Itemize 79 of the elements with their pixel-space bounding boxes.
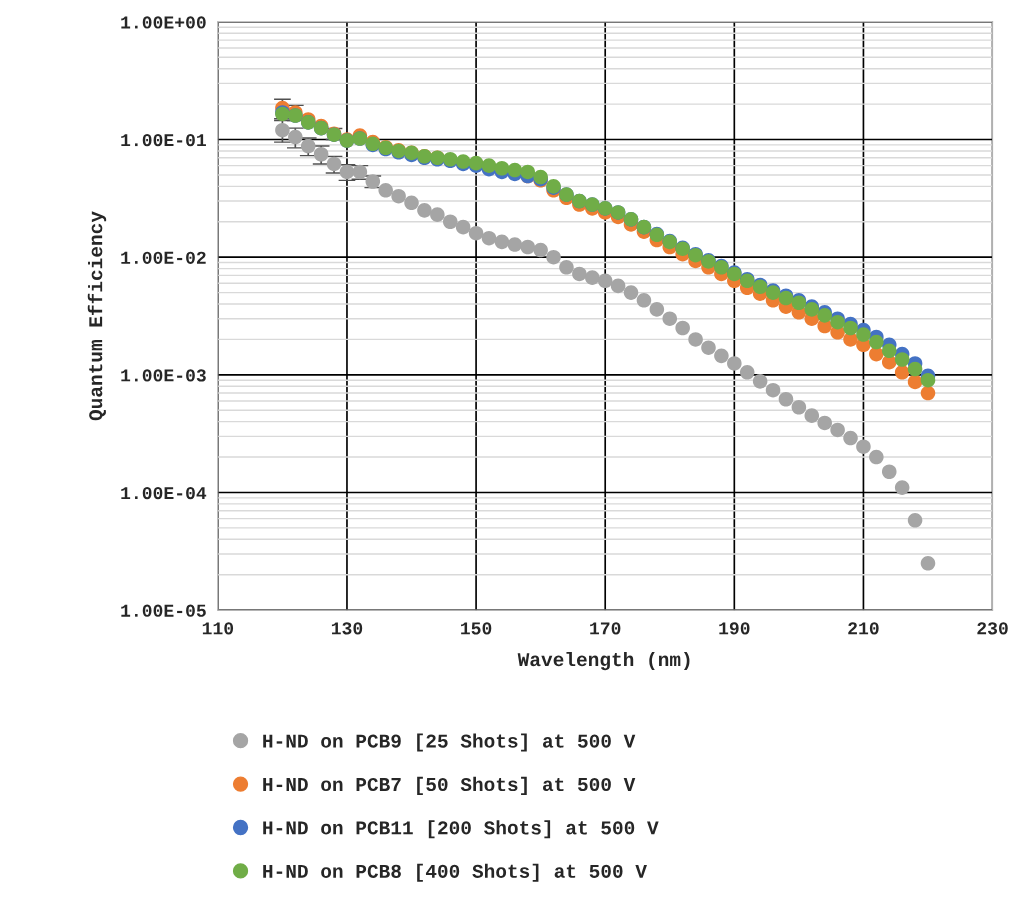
point [481, 230, 497, 246]
point [778, 391, 794, 407]
x-tick-label: 230 [977, 622, 1008, 635]
point [546, 249, 561, 265]
point [843, 430, 858, 446]
x-axis-title: Wavelength (nm) [517, 651, 690, 671]
point [739, 365, 755, 380]
point [507, 237, 523, 252]
point [662, 311, 678, 326]
point [288, 129, 303, 145]
point [881, 343, 897, 359]
point [275, 122, 290, 138]
point [907, 513, 923, 528]
point [494, 160, 510, 176]
point [533, 242, 548, 258]
point [920, 372, 936, 388]
point [417, 203, 432, 218]
point [843, 320, 858, 336]
point [765, 382, 781, 398]
point [623, 285, 639, 300]
point [430, 207, 445, 222]
point [649, 302, 665, 317]
point [920, 385, 936, 401]
legend-label: H-ND on PCB7 [50 Shots] at 500 V [263, 776, 636, 795]
point [404, 195, 419, 211]
y-tick-label: 1.00E-05 [121, 604, 206, 617]
point [894, 480, 910, 495]
point [817, 415, 832, 431]
y-tick-label: 1.00E+00 [121, 16, 206, 29]
point [559, 260, 574, 275]
x-tick-label: 190 [719, 622, 750, 635]
point [830, 422, 845, 438]
point [442, 214, 458, 230]
point [869, 449, 884, 465]
point [675, 320, 690, 336]
x-tick-label: 170 [590, 622, 621, 635]
y-axis-title: Quantum Efficiency [87, 211, 107, 421]
point [881, 464, 897, 480]
legend-label: H-ND on PCB8 [400 Shots] at 500 V [263, 863, 647, 882]
point [455, 219, 471, 235]
point [804, 408, 820, 423]
point [494, 234, 510, 250]
point [378, 183, 393, 198]
point [894, 365, 910, 380]
point [791, 399, 807, 415]
legend-label: H-ND on PCB11 [200 Shots] at 500 V [263, 820, 659, 839]
point [597, 273, 613, 289]
y-tick-label: 1.00E-01 [121, 134, 206, 147]
point [727, 356, 742, 371]
x-tick-label: 130 [331, 622, 363, 635]
point [520, 239, 536, 255]
legend-label: H-ND on PCB9 [25 Shots] at 500 V [263, 733, 636, 752]
point [920, 556, 936, 571]
point [636, 293, 652, 308]
point [869, 334, 884, 350]
point [468, 225, 484, 241]
point [830, 314, 845, 330]
point [688, 332, 703, 347]
point [507, 162, 523, 178]
point [856, 439, 871, 454]
point [752, 374, 768, 389]
y-tick-label: 1.00E-03 [121, 369, 206, 382]
point [481, 158, 497, 173]
x-tick-label: 150 [461, 622, 492, 635]
point [894, 352, 910, 367]
point [610, 278, 626, 294]
y-tick-label: 1.00E-02 [121, 251, 206, 264]
point [520, 164, 536, 180]
point [391, 188, 406, 204]
point [701, 340, 716, 355]
point [585, 270, 600, 285]
point [572, 266, 587, 282]
x-tick-label: 210 [848, 622, 879, 635]
point [907, 361, 923, 377]
point [907, 374, 923, 390]
point [856, 327, 871, 342]
point [714, 348, 729, 364]
x-tick-label: 110 [202, 622, 234, 635]
y-tick-label: 1.00E-04 [121, 486, 207, 500]
